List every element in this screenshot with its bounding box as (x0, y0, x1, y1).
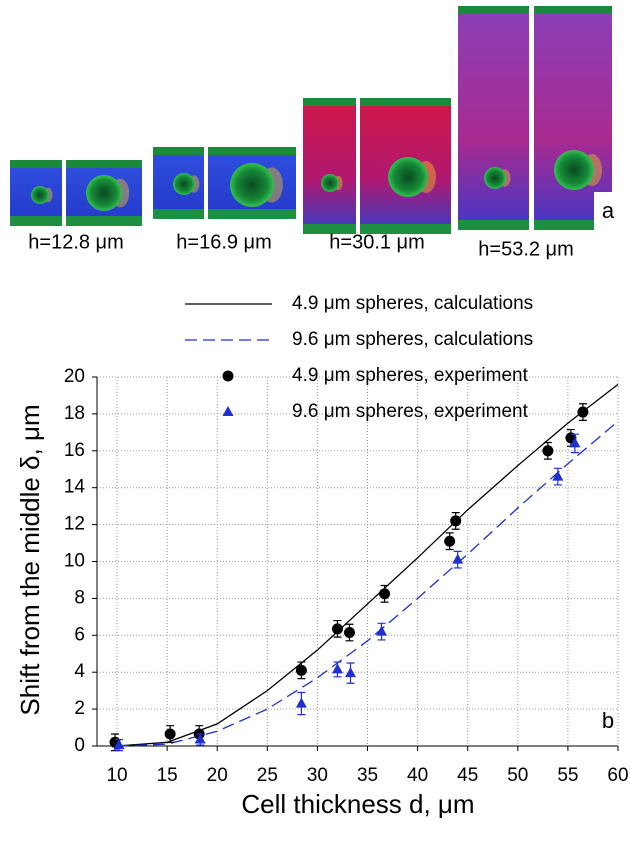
triangle-marker (552, 470, 564, 481)
sphere (86, 175, 122, 211)
triangle-marker (113, 739, 125, 750)
circle-marker (450, 515, 462, 527)
image-body (458, 6, 529, 230)
circle-marker (577, 406, 589, 418)
y-tick-label: 14 (64, 477, 86, 498)
y-tick-label: 8 (74, 587, 85, 608)
y-tick-label: 0 (74, 735, 85, 756)
image-bottom-band (458, 220, 529, 230)
legend-label: 9.6 μm spheres, calculations (292, 329, 533, 350)
y-tick-label: 20 (64, 366, 85, 387)
plot: 10 15 20 25 30 35 40 45 50 55 60 0 2 4 6 8 10 12 14 16 18 20 C… (15, 293, 629, 819)
sphere (173, 173, 195, 195)
triangle-marker (452, 553, 464, 564)
x-axis-title: Cell thickness d, μm (241, 789, 474, 819)
image-bottom-band (10, 216, 62, 226)
legend-marker (222, 406, 234, 416)
calc-curve (116, 383, 619, 747)
x-tick-label: 20 (207, 765, 228, 786)
x-tick-label: 40 (407, 765, 428, 786)
calc-curve (117, 420, 619, 747)
image-caption: h=30.1 μm (329, 231, 424, 253)
image-body (303, 98, 356, 234)
legend-label: 4.9 μm spheres, experiment (292, 365, 529, 386)
image-top-band (153, 147, 204, 155)
circle-marker (444, 535, 456, 547)
x-tick-label: 15 (157, 765, 178, 786)
circle-marker (164, 728, 176, 740)
image-caption: h=16.9 μm (176, 231, 271, 253)
image-top-band (534, 6, 612, 14)
x-tick-label: 35 (357, 765, 378, 786)
x-tick-label: 60 (607, 765, 628, 786)
label-box (594, 192, 614, 230)
image-caption: h=53.2 μm (478, 238, 573, 260)
y-tick-label: 2 (74, 698, 85, 719)
image-caption: h=12.8 μm (28, 231, 123, 253)
image-bottom-band (360, 224, 451, 234)
panel-label: b (602, 708, 614, 733)
image-bottom-band (303, 224, 356, 234)
circle-marker (343, 627, 355, 639)
image-top-band (303, 98, 356, 106)
sphere (484, 167, 506, 189)
circle-marker (331, 623, 343, 635)
sphere (321, 174, 339, 192)
triangle-marker (194, 733, 206, 744)
image-bottom-band (208, 209, 296, 219)
y-tick-label: 10 (64, 551, 85, 572)
image-top-band (208, 147, 296, 155)
image-bottom-band (534, 220, 612, 230)
triangle-marker (344, 667, 356, 678)
image-top-band (458, 6, 529, 14)
image-bottom-band (66, 216, 142, 226)
legend-label: 9.6 μm spheres, experiment (292, 401, 529, 422)
x-tick-label: 10 (106, 765, 127, 786)
x-tick-label: 50 (507, 765, 528, 786)
sphere (388, 157, 428, 197)
legend-label: 4.9 μm spheres, calculations (292, 293, 533, 314)
circle-marker (542, 445, 554, 457)
y-tick-label: 4 (74, 661, 85, 682)
circle-marker (295, 664, 307, 676)
y-tick-label: 6 (74, 624, 85, 645)
image-top-band (66, 160, 142, 168)
y-axis-title: Shift from the middle δ, μm (15, 404, 45, 715)
x-tick-label: 55 (557, 765, 578, 786)
triangle-marker (295, 697, 307, 708)
sphere (230, 163, 274, 207)
y-tick-label: 16 (64, 440, 85, 461)
triangle-marker (376, 625, 388, 636)
triangle-marker (569, 437, 581, 448)
panel-label: a (602, 198, 615, 223)
image-bottom-band (153, 209, 204, 219)
sphere (31, 186, 49, 204)
triangle-marker (331, 663, 343, 674)
image-top-band (360, 98, 451, 106)
sphere (554, 150, 594, 190)
y-tick-label: 18 (64, 403, 85, 424)
x-tick-label: 45 (457, 765, 478, 786)
legend-marker (222, 370, 234, 382)
image-panels: a h=12.8 μm h=16.9 μm h=30.1 μm h=53.2 μm (10, 6, 615, 260)
circle-marker (379, 588, 391, 600)
x-tick-label: 25 (257, 765, 278, 786)
image-top-band (10, 160, 62, 168)
x-tick-label: 30 (307, 765, 328, 786)
y-tick-label: 12 (64, 514, 85, 535)
